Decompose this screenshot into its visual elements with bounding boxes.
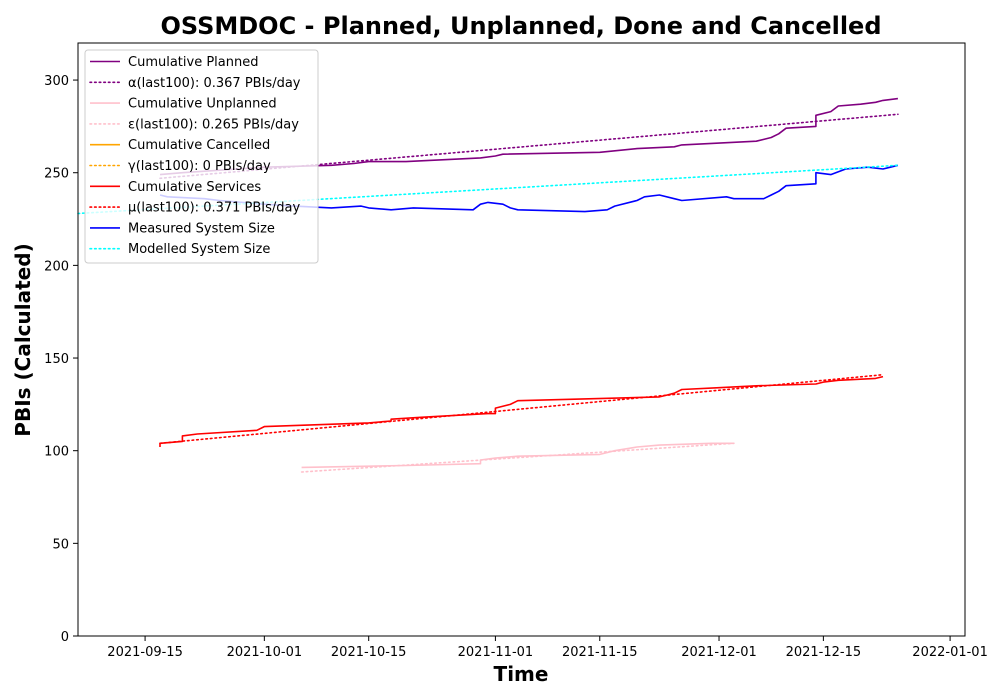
legend: Cumulative Planned α(last100): 0.367 PBIs… — [84, 49, 319, 264]
y-axis-label: PBIs (Calculated) — [11, 243, 35, 436]
legend-label: Modelled System Size — [128, 242, 270, 257]
x-tick-label: 2021-11-01 — [458, 645, 534, 660]
legend-label: Cumulative Unplanned — [128, 97, 277, 112]
plot-frame — [77, 42, 966, 637]
series-line-7 — [159, 375, 884, 447]
y-tick-label: 100 — [44, 445, 69, 460]
x-tick-label: 2021-09-15 — [107, 645, 183, 660]
x-tick-label: 2021-11-15 — [562, 645, 638, 660]
series-line-9 — [159, 164, 899, 213]
x-axis: 2021-09-15 2021-10-01 2021-10-15 2021-11-01… — [107, 636, 988, 660]
legend-label: Cumulative Planned — [128, 55, 258, 70]
y-tick-label: 0 — [61, 630, 69, 645]
x-tick-label: 2021-12-01 — [681, 645, 757, 660]
series-line-1 — [159, 97, 898, 176]
y-tick-label: 50 — [52, 537, 69, 552]
x-tick-label: 2021-12-15 — [786, 645, 862, 660]
legend-label: Measured System Size — [128, 221, 275, 236]
series-line-8 — [159, 373, 884, 445]
legend-label: Cumulative Cancelled — [128, 138, 270, 153]
y-tick-label: 150 — [44, 352, 69, 367]
legend-box — [84, 49, 319, 264]
legend-label: α(last100): 0.367 PBIs/day — [128, 76, 301, 91]
y-tick-label: 300 — [44, 74, 69, 89]
y-tick-label: 250 — [44, 167, 69, 182]
x-tick-label: 2021-10-15 — [331, 645, 407, 660]
x-tick-label: 2022-01-01 — [912, 645, 988, 660]
x-tick-label: 2021-10-01 — [227, 645, 303, 660]
legend-label: μ(last100): 0.371 PBIs/day — [128, 201, 300, 216]
x-axis-label: Time — [494, 662, 549, 686]
y-axis: 0 50 100 150 200 250 300 — [44, 74, 78, 645]
legend-label: Cumulative Services — [128, 180, 261, 195]
legend-label: ε(last100): 0.265 PBIs/day — [128, 117, 299, 132]
chart-title: OSSMDOC - Planned, Unplanned, Done and C… — [160, 12, 881, 40]
y-tick-label: 200 — [44, 259, 69, 274]
series-line-4 — [300, 442, 735, 473]
series-line-10 — [77, 164, 899, 215]
legend-label: γ(last100): 0 PBIs/day — [128, 159, 271, 174]
